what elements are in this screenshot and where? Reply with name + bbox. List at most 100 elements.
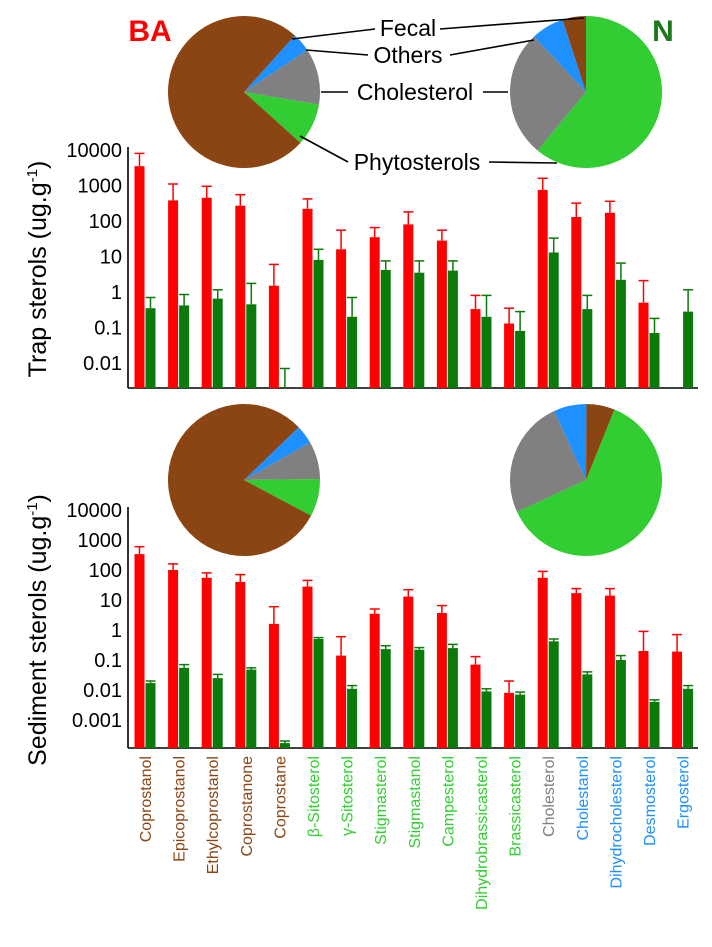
pie-slice-phytosterols bbox=[244, 478, 320, 516]
y-tick-label: 10000 bbox=[66, 140, 122, 162]
bar-n-campesterol bbox=[447, 270, 458, 388]
y-tick-label: 0.01 bbox=[83, 353, 122, 375]
pie-charts bbox=[167, 16, 663, 556]
pie-trap-ba bbox=[167, 16, 321, 169]
bar-n-desmosterol bbox=[649, 701, 660, 748]
bar-ba-ethylcoprostanol bbox=[201, 197, 212, 388]
bar-ba-ethylcoprostanol bbox=[201, 577, 212, 748]
bar-n-cholesterol bbox=[548, 252, 559, 388]
bar-ba-campesterol bbox=[436, 613, 447, 748]
category-label-stigmasterol: Stigmasterol bbox=[373, 756, 390, 845]
bar-n-sitosterol bbox=[313, 259, 324, 388]
bar-ba-sitosterol bbox=[336, 249, 347, 388]
pie-slice-phytosterols bbox=[244, 92, 319, 143]
category-label-dihydrocholesterol: Dihydrocholesterol bbox=[608, 756, 625, 889]
bar-n-coprostanone bbox=[246, 669, 257, 748]
pie-slice-fecal bbox=[562, 16, 586, 92]
callout-phytosterols: Phytosterols bbox=[354, 149, 481, 175]
y-tick-label: 100 bbox=[89, 211, 122, 233]
bar-n-sitosterol bbox=[313, 639, 324, 748]
sediment-bar-chart: 10000 1000 100 10 1 0.1 0.01 0.001 Sediment ster… bbox=[24, 494, 698, 766]
category-label-sitosterol: γ-Sitosterol bbox=[340, 756, 357, 836]
bar-ba-dihydrobrassicasterol bbox=[470, 309, 481, 388]
bar-n-cholesterol bbox=[548, 641, 559, 748]
pie-sediment-n bbox=[510, 403, 662, 556]
bar-n-stigmastanol bbox=[414, 649, 425, 748]
callout-line-phytosterols-right bbox=[488, 161, 558, 164]
y-tick-label: 1 bbox=[111, 282, 122, 304]
pie-slice-phytosterols bbox=[517, 409, 662, 556]
bar-n-ergosterol bbox=[683, 688, 694, 748]
bar-n-desmosterol bbox=[649, 333, 660, 388]
pie-sediment-ba bbox=[167, 403, 320, 556]
category-label-coprostane: Coprostane bbox=[272, 756, 289, 839]
callout-line-others-right bbox=[449, 39, 535, 56]
bar-ba-stigmasterol bbox=[369, 237, 380, 388]
pie-slice-cholesterol bbox=[509, 36, 586, 151]
y-tick-label: 1000 bbox=[78, 530, 123, 552]
bar-ba-epicoprostanol bbox=[168, 570, 179, 748]
bar-n-sitosterol bbox=[347, 688, 358, 748]
callout-cholesterol: Cholesterol bbox=[357, 79, 473, 105]
bar-ba-campesterol bbox=[436, 240, 447, 388]
y-tick-label: 0.1 bbox=[94, 650, 122, 672]
category-label-campesterol: Campesterol bbox=[440, 756, 457, 847]
bar-n-stigmastanol bbox=[414, 272, 425, 388]
pie-slice-others bbox=[554, 403, 587, 480]
bar-ba-sitosterol bbox=[302, 208, 313, 388]
y-tick-labels: 10000 1000 100 10 1 0.1 0.01 0.001 bbox=[66, 500, 122, 732]
callout-lines bbox=[291, 17, 585, 164]
callout-line-phytosterols-left bbox=[299, 135, 349, 163]
bar-n-epicoprostanol bbox=[179, 305, 190, 388]
y-tick-label: 100 bbox=[89, 560, 122, 582]
bar-ba-dihydrocholesterol bbox=[604, 595, 615, 748]
bar-ba-coprostanol bbox=[134, 554, 145, 748]
y-tick-label: 0.01 bbox=[83, 680, 122, 702]
category-label-epicoprostanol: Epicoprostanol bbox=[172, 756, 189, 862]
y-axis-title: Trap sterols (ug.g-1) bbox=[24, 161, 52, 378]
y-tick-label: 10000 bbox=[66, 500, 122, 522]
bar-ba-cholesterol bbox=[537, 577, 548, 748]
bar-n-brassicasterol bbox=[515, 330, 526, 388]
category-labels: Coprostanol Epicoprostanol Ethylcoprostano… bbox=[138, 756, 693, 910]
bar-n-dihydrocholesterol bbox=[615, 660, 626, 748]
category-label-dihydrobrassicasterol: Dihydrobrassicasterol bbox=[474, 756, 491, 910]
bar-n-stigmasterol bbox=[380, 269, 391, 388]
bar-ba-cholestanol bbox=[571, 217, 582, 388]
site-label-ba: BA bbox=[128, 15, 171, 48]
bars bbox=[134, 152, 694, 388]
y-tick-label: 1 bbox=[111, 620, 122, 642]
bar-n-dihydrobrassicasterol bbox=[481, 316, 492, 388]
bar-n-dihydrocholesterol bbox=[615, 279, 626, 388]
bar-n-ethylcoprostanol bbox=[212, 298, 223, 388]
category-label-desmosterol: Desmosterol bbox=[642, 756, 659, 846]
bar-n-sitosterol bbox=[347, 316, 358, 388]
callout-line-fecal-right bbox=[439, 17, 585, 30]
pie-trap-n bbox=[509, 16, 663, 168]
pie-slice-cholesterol bbox=[244, 442, 320, 480]
pie-slice-cholesterol bbox=[244, 49, 321, 105]
y-tick-label: 0.1 bbox=[94, 318, 122, 340]
bar-ba-coprostanone bbox=[235, 205, 246, 388]
callout-line-fecal-left bbox=[291, 28, 376, 40]
bar-ba-coprostanone bbox=[235, 581, 246, 748]
category-label-sitosterol: β-Sitosterol bbox=[306, 756, 323, 837]
bar-ba-coprostanol bbox=[134, 166, 145, 388]
pie-slice-phytosterols bbox=[537, 16, 663, 168]
y-tick-label: 10 bbox=[100, 247, 122, 269]
category-label-coprostanol: Coprostanol bbox=[138, 756, 155, 842]
bar-n-campesterol bbox=[447, 648, 458, 748]
bar-ba-desmosterol bbox=[638, 302, 649, 388]
pie-slice-fecal bbox=[167, 16, 301, 169]
bar-ba-coprostane bbox=[268, 285, 279, 388]
pie-slice-others bbox=[244, 35, 308, 92]
trap-bar-chart: 10000 1000 100 10 1 0.1 0.01 Trap sterols (ug.g… bbox=[24, 140, 698, 389]
category-label-cholestanol: Cholestanol bbox=[575, 756, 592, 841]
bar-ba-epicoprostanol bbox=[168, 200, 179, 388]
bar-ba-stigmasterol bbox=[369, 613, 380, 748]
bar-ba-cholesterol bbox=[537, 189, 548, 388]
callout-line-others-left bbox=[305, 49, 369, 56]
bar-n-coprostane bbox=[279, 743, 290, 748]
pie-slice-fecal bbox=[167, 403, 312, 556]
